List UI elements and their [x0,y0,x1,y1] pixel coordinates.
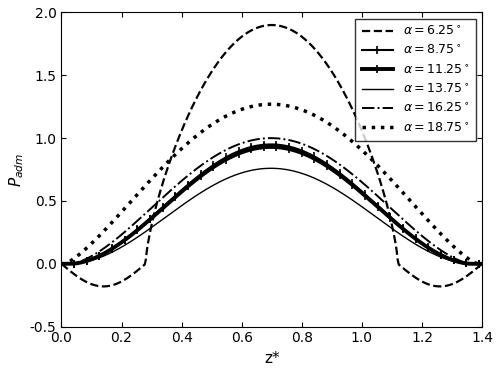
Line: $\alpha = 16.25^\circ$: $\alpha = 16.25^\circ$ [62,138,482,264]
Y-axis label: $P_{adm}$: $P_{adm}$ [7,153,26,186]
$\alpha = 18.75^\circ$ [225,113,231,117]
$\alpha = 8.75^\circ$ [479,261,485,266]
$\alpha = 16.25^\circ$ [225,147,231,151]
$\alpha = 11.25^\circ$ [363,194,369,199]
$\alpha = 6.25^\circ$ [268,23,274,27]
$\alpha = 6.25^\circ$ [226,46,232,51]
$\alpha = 11.25^\circ$ [324,164,330,168]
$\alpha = 11.25^\circ$ [196,176,202,180]
Line: $\alpha = 13.75^\circ$: $\alpha = 13.75^\circ$ [62,168,482,264]
$\alpha = 16.25^\circ$ [268,136,274,140]
$\alpha = 8.75^\circ$ [58,261,64,266]
$\alpha = 6.25^\circ$ [196,90,202,95]
$\alpha = 13.75^\circ$ [58,261,64,266]
$\alpha = 6.25^\circ$ [325,64,331,68]
$\alpha = 8.75^\circ$ [365,195,371,199]
$\alpha = 11.25^\circ$ [479,261,485,266]
$\alpha = 13.75^\circ$ [363,207,369,212]
$\alpha = 6.25^\circ$ [110,283,116,287]
$\alpha = 18.75^\circ$ [196,132,202,137]
X-axis label: z*: z* [264,351,280,366]
$\alpha = 18.75^\circ$ [363,152,369,156]
$\alpha = 18.75^\circ$ [365,154,371,158]
$\alpha = 11.25^\circ$ [225,156,231,161]
$\alpha = 11.25^\circ$ [268,145,274,149]
$\alpha = 8.75^\circ$ [363,193,369,197]
$\alpha = 6.25^\circ$ [366,147,372,152]
$\alpha = 6.25^\circ$ [364,142,370,146]
$\alpha = 8.75^\circ$ [324,162,330,166]
$\alpha = 18.75^\circ$ [58,261,64,266]
$\alpha = 13.75^\circ$ [324,182,330,186]
$\alpha = 8.75^\circ$ [268,142,274,147]
$\alpha = 16.25^\circ$ [479,261,485,266]
$\alpha = 16.25^\circ$ [365,185,371,190]
$\alpha = 13.75^\circ$ [196,192,202,197]
$\alpha = 6.25^\circ$ [100,284,106,289]
$\alpha = 16.25^\circ$ [109,240,115,245]
$\alpha = 11.25^\circ$ [109,247,115,251]
$\alpha = 16.25^\circ$ [363,184,369,188]
Line: $\alpha = 11.25^\circ$: $\alpha = 11.25^\circ$ [58,143,486,268]
$\alpha = 8.75^\circ$ [109,246,115,251]
$\alpha = 16.25^\circ$ [58,261,64,266]
$\alpha = 13.75^\circ$ [479,261,485,266]
$\alpha = 8.75^\circ$ [196,174,202,178]
$\alpha = 6.25^\circ$ [58,261,64,266]
Line: $\alpha = 6.25^\circ$: $\alpha = 6.25^\circ$ [62,25,482,286]
Line: $\alpha = 18.75^\circ$: $\alpha = 18.75^\circ$ [62,104,482,264]
$\alpha = 11.25^\circ$ [365,196,371,201]
$\alpha = 16.25^\circ$ [324,154,330,159]
$\alpha = 13.75^\circ$ [109,250,115,254]
$\alpha = 11.25^\circ$ [58,261,64,266]
$\alpha = 18.75^\circ$ [479,261,485,266]
$\alpha = 13.75^\circ$ [365,209,371,213]
Line: $\alpha = 8.75^\circ$: $\alpha = 8.75^\circ$ [58,140,486,268]
$\alpha = 8.75^\circ$ [225,154,231,159]
$\alpha = 6.25^\circ$ [479,261,485,266]
$\alpha = 18.75^\circ$ [324,120,330,125]
$\alpha = 13.75^\circ$ [225,176,231,180]
$\alpha = 13.75^\circ$ [268,166,274,170]
$\alpha = 18.75^\circ$ [268,102,274,106]
Legend: $\alpha = 6.25^\circ$, $\alpha = 8.75^\circ$, $\alpha = 11.25^\circ$, $\alpha = : $\alpha = 6.25^\circ$, $\alpha = 8.75^\c… [356,19,476,141]
$\alpha = 18.75^\circ$ [109,220,115,225]
$\alpha = 16.25^\circ$ [196,165,202,170]
